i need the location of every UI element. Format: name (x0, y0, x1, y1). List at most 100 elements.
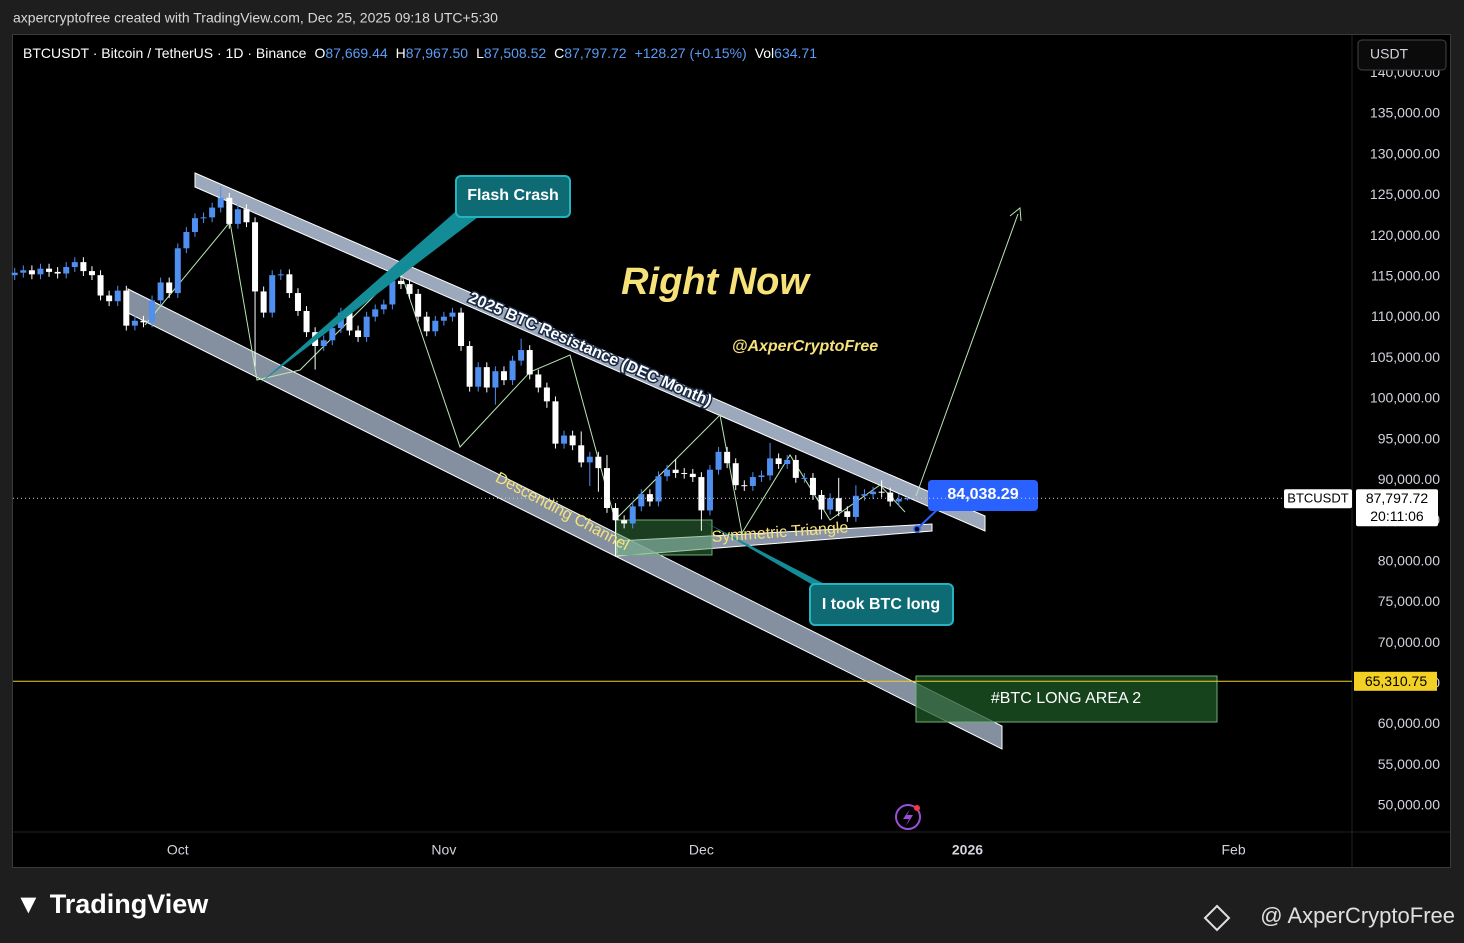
annotation: #BTC LONG AREA 2 (991, 690, 1141, 707)
icon (895, 804, 921, 830)
candle-body (372, 309, 379, 317)
candle-body (294, 293, 301, 311)
candle-body (200, 217, 207, 219)
candle-body (243, 209, 250, 223)
candle-body (217, 197, 224, 208)
candle-body (97, 275, 104, 296)
x-tick-label: Feb (1221, 842, 1245, 858)
drawings (259, 175, 1038, 830)
legend-values: O87,669.44 H87,967.50 L87,508.52 C87,797.72… (314, 45, 817, 61)
candle-body (758, 475, 765, 478)
candle-body (131, 320, 138, 326)
x-tick-label: 2026 (952, 842, 983, 858)
candle-body (792, 459, 799, 478)
candle-body (166, 282, 173, 294)
candle-body (870, 491, 877, 495)
annotation: I took BTC long (822, 596, 940, 613)
candle-body (475, 367, 482, 387)
candle-body (415, 293, 422, 317)
symbol-label: BTCUSDT (1287, 491, 1348, 506)
price-label-box (1354, 671, 1437, 691)
candle-body (329, 328, 336, 341)
candle-body (852, 495, 859, 517)
candle-body (355, 330, 362, 338)
legend-value: 87,669.44 (325, 45, 387, 61)
y-tick-label: 135,000.00 (1370, 105, 1440, 121)
candle-body (535, 374, 542, 388)
candle-body (629, 506, 636, 524)
candle-body (672, 469, 679, 473)
legend-value: 87,508.52 (484, 45, 546, 61)
candle-body (681, 472, 688, 474)
candle-body (406, 284, 413, 294)
candle-body (638, 494, 645, 507)
y-tick-label: 110,000.00 (1371, 308, 1440, 324)
candle-body (767, 458, 774, 476)
candle-body (621, 520, 628, 524)
candle-body (277, 274, 284, 276)
candle-body (11, 272, 18, 276)
candle-body (80, 262, 87, 272)
candle-body (389, 280, 396, 305)
candle-body (741, 485, 748, 487)
y-tick-label: 50,000.00 (1378, 797, 1440, 813)
price-label-box (1356, 489, 1438, 527)
price-label: 65,310.75 (1365, 673, 1427, 689)
candle-body (286, 274, 293, 294)
logo-mark: ⁠▼⁠ (15, 889, 42, 919)
candle-body (37, 268, 44, 275)
candle-body (784, 459, 791, 465)
candle-body (28, 270, 35, 275)
candle-body (732, 463, 739, 486)
candle-body (835, 498, 842, 512)
candle-body (715, 451, 722, 470)
candle-body (698, 477, 705, 511)
y-tick-label: 55,000.00 (1378, 756, 1440, 772)
countdown: 20:11:06 (1370, 508, 1424, 524)
candle-body (346, 312, 353, 331)
callout-box (455, 175, 571, 218)
candle-body (827, 498, 834, 510)
arrow-head (1009, 207, 1022, 222)
currency-button-label[interactable]: USDT (1370, 46, 1409, 62)
candle-body (123, 290, 130, 326)
candle-body (775, 458, 782, 465)
currency-button[interactable] (1357, 39, 1447, 71)
legend-change: +128.27 (+0.15%) (635, 45, 747, 61)
y-tick-label: 95,000.00 (1378, 430, 1440, 446)
anchor-dot (913, 525, 921, 533)
candle-body (440, 316, 447, 321)
long-area-box (915, 675, 1218, 723)
candle-body (63, 267, 70, 274)
candle-body (226, 197, 233, 224)
candle-body (569, 435, 576, 446)
logo-text: TradingView (50, 889, 210, 919)
candle-body (664, 469, 671, 477)
y-tick-label: 105,000.00 (1370, 349, 1440, 365)
candle-body (234, 209, 241, 224)
candle-body (432, 320, 439, 332)
author-icon (1203, 904, 1231, 932)
candle-body (449, 312, 456, 317)
legend-value: 634.71 (774, 45, 817, 61)
candle-body (603, 468, 610, 508)
legend: BTCUSDT · Bitcoin / TetherUS · 1D · Bina… (23, 45, 817, 61)
symbol-label-box (1284, 489, 1352, 509)
candle-body (209, 207, 216, 218)
legend-key: C (554, 45, 564, 61)
annotation: @AxperCryptoFree (732, 338, 878, 355)
x-tick-label: Oct (167, 842, 189, 858)
y-tick-label: 130,000.00 (1370, 145, 1440, 161)
candle-body (724, 451, 731, 464)
resistance-band (194, 172, 986, 532)
candle-body (689, 473, 696, 478)
candle-body (500, 371, 507, 381)
annotation: Right Now (621, 261, 811, 303)
callout-pointer (259, 206, 482, 384)
candle-body (174, 248, 181, 294)
candle-body (586, 456, 593, 463)
y-tick-label: 115,000.00 (1371, 267, 1440, 283)
candle-body (904, 498, 911, 500)
candle-body (518, 350, 525, 361)
legend-key: H (396, 45, 406, 61)
